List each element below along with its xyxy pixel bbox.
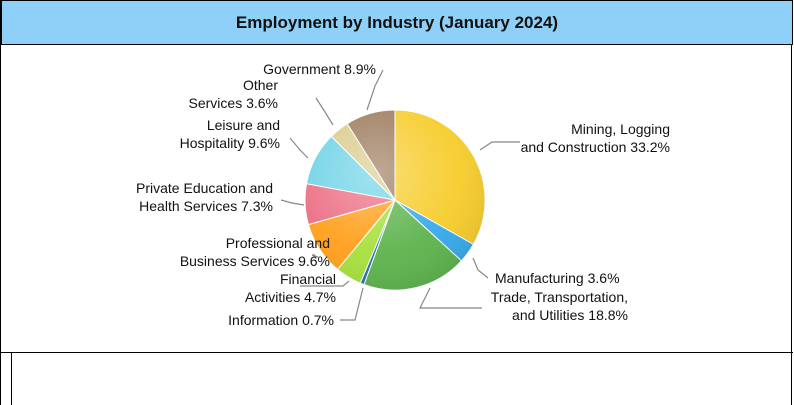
leader-line-trade-transportation-and-utilities bbox=[419, 287, 482, 309]
slice-label-information: Information 0.7% bbox=[228, 312, 334, 328]
slice-label-other-services: Other Services 3.6% bbox=[189, 77, 279, 111]
chart-title: Employment by Industry (January 2024) bbox=[1, 0, 793, 45]
leader-line-manufacturing bbox=[472, 257, 489, 279]
slice-label-mining-logging-and-construction: Mining, Logging and Construction 33.2% bbox=[521, 121, 670, 155]
leader-line-leisure-and-hospitality bbox=[289, 137, 309, 159]
leader-line-private-education-and-health-services bbox=[280, 199, 305, 206]
slice-label-government: Government 8.9% bbox=[263, 61, 376, 77]
slice-label-leisure-and-hospitality: Leisure and Hospitality 9.6% bbox=[180, 117, 280, 151]
slice-label-manufacturing: Manufacturing 3.6% bbox=[495, 270, 620, 286]
slice-label-trade-transportation-and-utilities: Trade, Transportation, and Utilities 18.8… bbox=[491, 289, 628, 323]
leader-line-information bbox=[340, 287, 364, 321]
leader-line-government bbox=[366, 69, 384, 111]
slice-label-private-education-and-health-services: Private Education and Health Services 7.3… bbox=[136, 180, 273, 214]
slice-label-financial-activities: Financial Activities 4.7% bbox=[245, 271, 336, 305]
slice-label-professional-and-business-services: Professional and Business Services 9.6% bbox=[180, 235, 330, 269]
leader-line-mining-logging-and-construction bbox=[479, 141, 520, 151]
plot-area bbox=[1, 45, 793, 353]
leader-line-other-services bbox=[315, 97, 334, 126]
frame-divider bbox=[11, 353, 12, 405]
